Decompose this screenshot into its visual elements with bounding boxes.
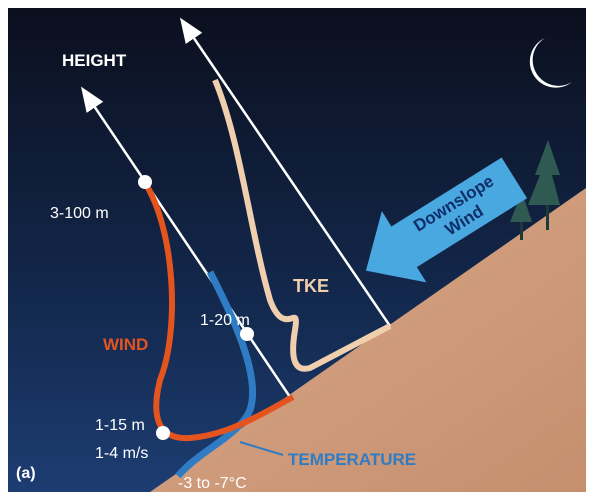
- wind-label: WIND: [103, 335, 148, 354]
- tke-curve: [212, 78, 392, 372]
- panel-label: (a): [16, 465, 36, 482]
- height-label: 1-20 m: [200, 312, 250, 329]
- temperature-curve: [175, 270, 257, 479]
- tke-label: TKE: [293, 276, 329, 296]
- speed-label: 1-4 m/s: [95, 445, 148, 462]
- point: [138, 175, 152, 189]
- point: [240, 327, 254, 341]
- temp-label: -3 to -7°C: [178, 475, 247, 492]
- point: [156, 426, 170, 440]
- axis-label: HEIGHT: [62, 51, 127, 70]
- height-label: 1-15 m: [95, 417, 145, 434]
- temperature-label: TEMPERATURE: [288, 450, 416, 469]
- height-label: 3-100 m: [50, 205, 109, 222]
- pointer: [239, 441, 284, 456]
- tke-axis: [179, 17, 392, 327]
- height-axis: [81, 86, 292, 398]
- trees: [510, 140, 560, 240]
- wind-curve: [142, 181, 295, 442]
